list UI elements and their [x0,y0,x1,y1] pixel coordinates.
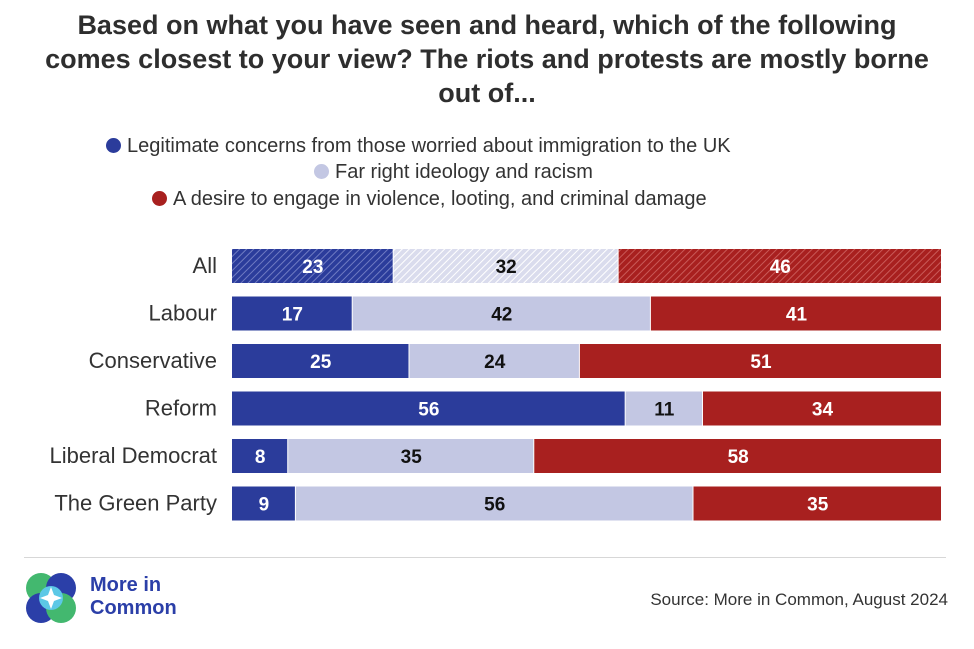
more-in-common-logo-icon [26,573,76,623]
data-label-all-s1: 23 [302,257,323,278]
bar-segment-labour-s1 [232,296,352,331]
bar-segment-liberal-democrat-s3 [534,439,941,473]
category-label-liberal-democrat: Liberal Democrat [49,443,217,468]
bar-segment-reform-s1 [232,391,625,426]
footer-divider [24,557,946,558]
chart-title: Based on what you have seen and heard, w… [45,10,929,108]
data-label-conservative-s1: 25 [310,352,332,373]
bar-segment-reform-s3 [702,391,941,426]
data-label-liberal-democrat-s1: 8 [255,447,266,468]
bar-segment-all-s3 [618,249,941,283]
data-label-conservative-s2: 24 [484,352,506,373]
bar-segment-all-s1 [232,249,393,283]
bar-segment-the-green-party-s3 [693,486,941,521]
category-label-conservative: Conservative [89,348,217,373]
bar-segment-conservative-s1 [232,344,409,378]
data-label-liberal-democrat-s3: 58 [728,447,749,468]
data-label-liberal-democrat-s2: 35 [401,447,423,468]
bar-segment-liberal-democrat-s2 [288,439,534,473]
bar-segment-the-green-party-s2 [295,486,693,521]
legend-item-violence: A desire to engage in violence, looting,… [152,187,707,211]
legend-label: A desire to engage in violence, looting,… [173,188,707,210]
data-label-the-green-party-s2: 56 [484,495,505,516]
category-label-reform: Reform [145,396,217,421]
category-label-labour: Labour [148,301,217,326]
data-label-conservative-s3: 51 [750,352,772,373]
data-label-all-s2: 32 [496,257,517,278]
logo-wordmark: More in Common [90,574,177,620]
data-label-the-green-party-s1: 9 [259,495,270,516]
bar-segment-conservative-s3 [579,344,941,378]
data-label-reform-s2: 11 [654,400,675,421]
category-label-all: All [193,253,217,278]
legend-label: Legitimate concerns from those worried a… [127,135,731,157]
bar-segment-labour-s2 [352,296,650,331]
bar-segment-liberal-democrat-s1 [232,439,288,473]
legend-swatch [106,138,121,153]
data-label-labour-s1: 17 [282,305,303,326]
bar-segment-labour-s3 [650,296,941,331]
legend-swatch [314,164,329,179]
data-label-reform-s1: 56 [418,400,439,421]
bar-segment-conservative-s2 [409,344,579,378]
data-label-the-green-party-s3: 35 [807,495,829,516]
data-label-labour-s3: 41 [786,305,808,326]
bar-segment-all-s2 [393,249,618,283]
bar-segment-reform-s2 [625,391,702,426]
legend-swatch [152,191,167,206]
data-label-all-s3: 46 [770,257,791,278]
legend-item-immigration-concerns: Legitimate concerns from those worried a… [106,134,731,158]
legend-label: Far right ideology and racism [335,161,593,183]
data-label-labour-s2: 42 [491,305,512,326]
logo-text-line2: Common [90,597,177,619]
logo-text-line1: More in [90,574,162,596]
category-label-the-green-party: The Green Party [54,491,217,516]
data-label-reform-s3: 34 [812,400,834,421]
legend-item-far-right: Far right ideology and racism [314,160,593,184]
source-note: Source: More in Common, August 2024 [650,590,948,609]
bar-segment-the-green-party-s1 [232,486,295,521]
